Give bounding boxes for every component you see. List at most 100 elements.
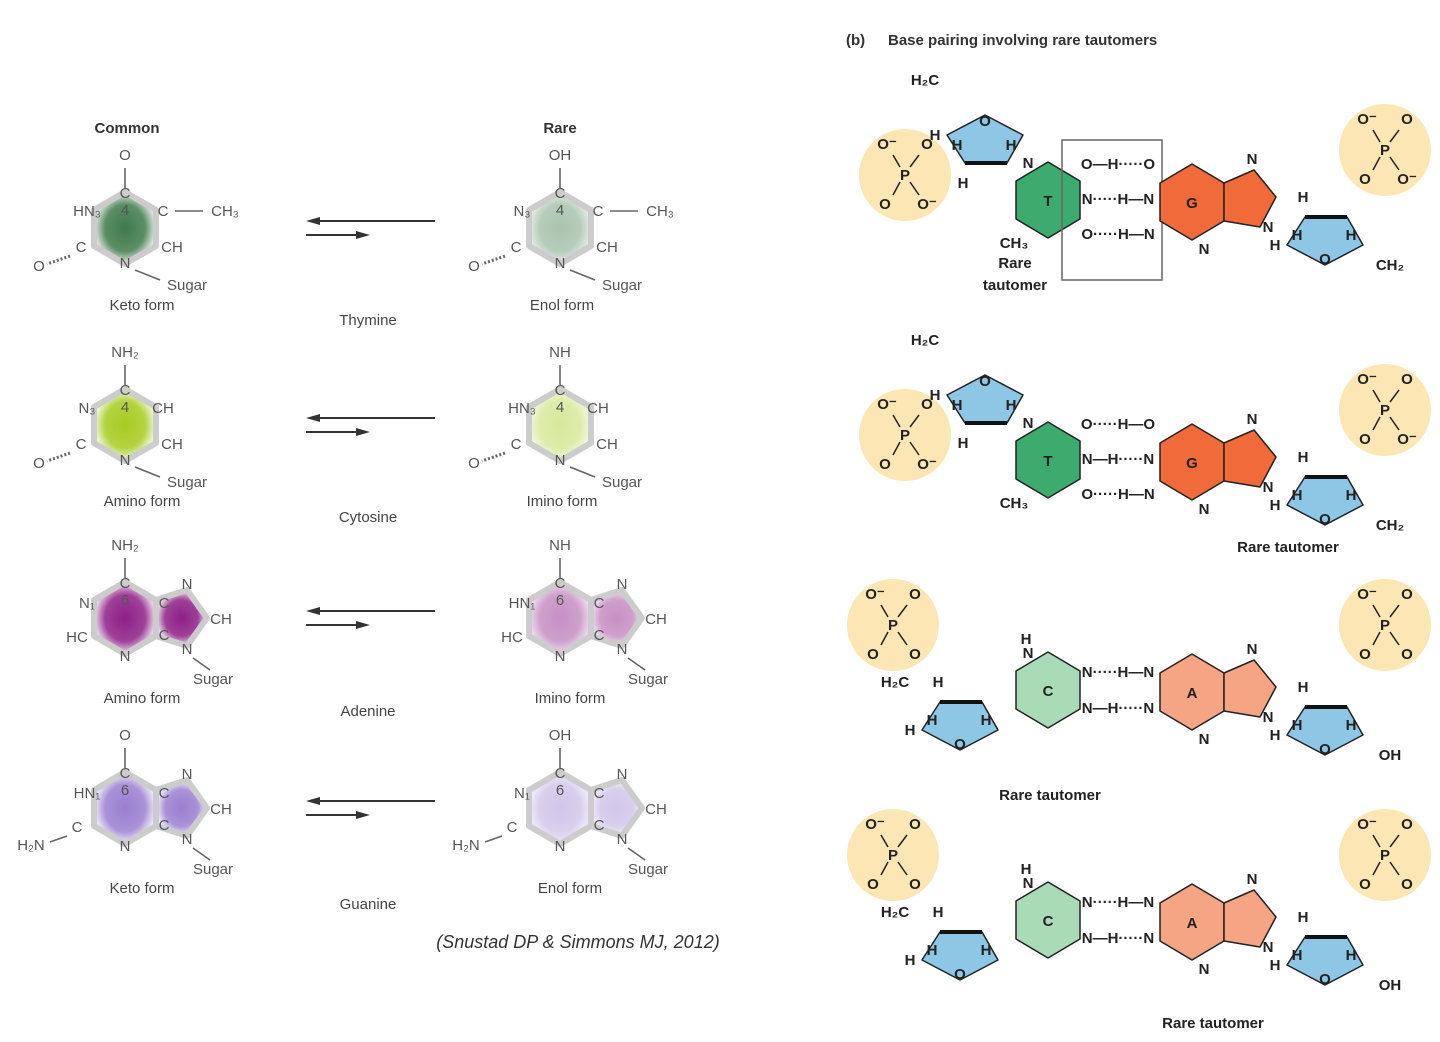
atom-c2: C: [511, 436, 522, 453]
atom-n1: N: [555, 255, 566, 272]
arrowhead: [306, 414, 320, 422]
atom-o2: O: [33, 258, 45, 275]
atom-c2: C: [76, 239, 87, 256]
hydrogen-bond: N·····H—N: [1082, 664, 1154, 681]
atom-c4: C: [594, 627, 605, 644]
bond: [1372, 389, 1381, 403]
atom-c4: C: [159, 817, 170, 834]
arrowhead: [306, 607, 320, 615]
sugar-ring: [1286, 216, 1364, 266]
atom-h: H: [1292, 947, 1303, 964]
equilibrium-arrows-icon: [306, 797, 435, 819]
ring-pentagon: [588, 587, 645, 649]
bond: [192, 847, 211, 861]
atom-c5: C: [594, 595, 605, 612]
ring-position-number: 4: [556, 399, 564, 416]
ring-position-number: 6: [556, 592, 564, 609]
atom-n: N: [1199, 731, 1210, 748]
atom-h2c: H₂C: [881, 904, 909, 921]
phosphate-highlight: [1339, 579, 1431, 671]
bond: [909, 441, 920, 456]
bond: [892, 414, 901, 428]
atom-h2c: H₂C: [911, 332, 939, 349]
atom-o: O: [879, 196, 891, 213]
atom-ring-o: O: [1319, 511, 1331, 528]
right-panel-base-pairing: (b) Base pairing involving rare tautomer…: [846, 32, 1431, 1032]
atom-o-minus: O⁻: [1357, 371, 1377, 388]
equilibrium-arrows-icon: [306, 414, 435, 436]
atom-h: H: [1270, 957, 1281, 974]
atom-o-minus: O⁻: [1357, 816, 1377, 833]
header-rare: Rare: [543, 120, 576, 137]
atom-h: H: [1270, 727, 1281, 744]
hydrogen-bond: O·····H—N: [1081, 486, 1154, 503]
arrowhead: [356, 231, 370, 239]
deoxyribose-sugar: OH HHH: [905, 674, 999, 753]
base-letter-T: T: [1043, 453, 1052, 470]
atom-h: H: [933, 904, 944, 921]
atom-o: O: [909, 816, 921, 833]
base-pentagon-G: [1223, 169, 1277, 228]
atom-h: H: [1292, 487, 1303, 504]
atom-p: P: [1380, 617, 1390, 634]
atom-sugar: Sugar: [167, 474, 207, 491]
deoxyribose-sugar: OH HHH: [1270, 189, 1364, 268]
bond: [892, 154, 901, 168]
rare-tautomer-label: Rare tautomer: [1162, 1015, 1264, 1032]
atom-c2: HC: [66, 629, 88, 646]
atom-c4: C: [120, 185, 131, 202]
atom-n: N: [1263, 939, 1274, 956]
phosphate-group: O⁻POO⁻O: [877, 136, 937, 213]
atom-c6: CH: [161, 436, 183, 453]
phosphate-group: O⁻PO O O: [1357, 586, 1413, 663]
atom-sugar: Sugar: [193, 861, 233, 878]
atom-n9: N: [182, 831, 193, 848]
bond-double: [46, 254, 71, 266]
atom-c8: CH: [645, 611, 667, 628]
atom-h: H: [1006, 397, 1017, 414]
atom-o-minus: O: [909, 876, 921, 893]
atom-o-minus: O⁻: [1357, 111, 1377, 128]
citation: (Snustad DP & Simmons MJ, 2012): [436, 932, 719, 952]
rare-tautomer-text: Rare tautomer: [1237, 539, 1339, 556]
bond: [1372, 631, 1381, 646]
bond: [1389, 129, 1400, 143]
atom-o: O: [1401, 111, 1413, 128]
atom-o: O: [867, 646, 879, 663]
bond: [897, 631, 908, 646]
phosphate-group: O⁻POO⁻O: [1357, 371, 1417, 448]
atom-n: N: [1263, 219, 1274, 236]
ring-pentagon: [153, 587, 210, 649]
panel-b-tag: (b): [846, 32, 865, 49]
atom-n3: N₃: [514, 203, 531, 220]
atom-n9: N: [617, 831, 628, 848]
bond: [880, 834, 889, 848]
bond: [1389, 416, 1400, 431]
rare-tautomer-text: Rare: [998, 255, 1031, 272]
ring-position-number: 4: [121, 202, 129, 219]
atom-sugar: Sugar: [602, 277, 642, 294]
phosphate-group: O⁻PO O O: [865, 816, 921, 893]
bond: [1372, 604, 1381, 618]
atom-n: N: [1247, 641, 1258, 658]
atom-o2: O: [33, 455, 45, 472]
atom-o: O: [921, 136, 933, 153]
atom-h: H: [1298, 679, 1309, 696]
atom-h: H: [1346, 227, 1357, 244]
bond: [1389, 834, 1400, 848]
deoxyribose-sugar: OH HHH: [1270, 449, 1364, 528]
atom-n: N: [1023, 155, 1034, 172]
common-form-label: Amino form: [104, 493, 181, 510]
deoxyribose-sugar: OH HHH: [1270, 679, 1364, 758]
bond: [627, 657, 646, 671]
atom-n1: HN₁: [74, 785, 101, 802]
base-name-label: Adenine: [340, 703, 395, 720]
atom-o: O: [1359, 431, 1371, 448]
atom-c6: CH: [596, 239, 618, 256]
atom-sugar: Sugar: [602, 474, 642, 491]
atom-h: H: [933, 674, 944, 691]
bond: [880, 861, 889, 876]
